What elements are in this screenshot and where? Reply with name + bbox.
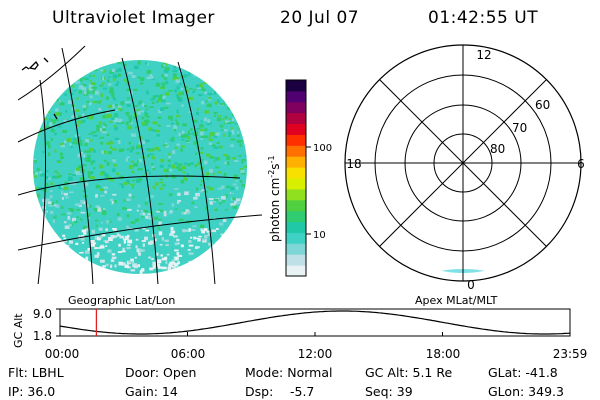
colorbar-segment [286, 123, 306, 135]
meridian-line [61, 47, 94, 284]
mlt-label-18: 18 [346, 157, 361, 171]
gain-info: Gain: 14 [125, 384, 178, 399]
parallel-line [18, 175, 241, 196]
colorbar-segment [286, 156, 306, 168]
colorbar-segment [286, 199, 306, 212]
mlt-label-6: 6 [577, 157, 585, 171]
x-tick-label-1800: 18:00 [426, 347, 461, 361]
x-tick-label-2359: 23:59 [553, 347, 588, 361]
x-tick-label-0600: 06:00 [171, 347, 206, 361]
colorbar-segment [286, 145, 306, 157]
gc-alt-info: GC Alt: 5.1 Re [365, 365, 453, 380]
geo-lat-info: GLat: -41.8 [488, 365, 558, 380]
colorbar-segment [286, 178, 306, 190]
filter-info: Flt: LBHL [8, 365, 64, 380]
geographic-panel-label: Geographic Lat/Lon [68, 294, 175, 307]
app-title: Ultraviolet Imager [52, 8, 215, 28]
colorbar-segment [286, 210, 306, 223]
meridian-line [177, 61, 216, 284]
meridian-line [121, 57, 159, 284]
colorbar-segment [286, 221, 306, 233]
colorbar-segment [286, 232, 306, 244]
colorbar-frame [285, 79, 307, 277]
mlat-label-80: 80 [490, 142, 505, 156]
y-tick-label-top: 9.0 [33, 307, 52, 321]
date-label: 20 Jul 07 [280, 8, 360, 28]
altitude-curve [59, 310, 571, 335]
x-tick-label-1200: 12:00 [298, 347, 333, 361]
parallel-line [18, 214, 263, 251]
colorbar-segment [286, 243, 306, 255]
colorbar-segment [286, 80, 306, 92]
colorbar-unit-label: photon cm-2s-1 [267, 155, 282, 242]
dsp-info: Dsp: [245, 384, 274, 399]
colorbar-segment [286, 167, 306, 179]
geographic-grid [18, 45, 263, 284]
mlat-label-70: 70 [512, 121, 527, 135]
altitude-plot-frame [59, 308, 571, 337]
geo-lon-info: GLon: 349.3 [488, 384, 564, 399]
mode-info: Mode: Normal [245, 365, 333, 380]
colorbar-segment [286, 134, 306, 146]
parallel-line [18, 45, 86, 101]
parallel-line [18, 109, 116, 143]
colorbar-tick-10: 10 [313, 230, 326, 241]
dsp-value: -5.7 [290, 384, 315, 399]
colorbar-segment [286, 112, 306, 125]
polar-plot: 12 18 6 0 80 70 60 [344, 44, 585, 292]
apex-panel-label: Apex MLat/MLT [415, 294, 498, 307]
colorbar-segment [286, 265, 306, 277]
polar-diagonal [379, 79, 547, 247]
mlt-label-0: 0 [467, 278, 475, 292]
altitude-ylabel: GC Alt [12, 313, 25, 348]
meridian-line [37, 79, 47, 284]
door-info: Door: Open [125, 365, 197, 380]
ip-info: IP: 36.0 [8, 384, 56, 399]
y-tick-label-bottom: 1.8 [33, 329, 52, 343]
time-label: 01:42:55 UT [428, 8, 539, 28]
colorbar-segment [286, 90, 306, 103]
x-tick-label-0000: 00:00 [45, 347, 80, 361]
coastline-marks [21, 57, 58, 120]
mlt-label-12: 12 [476, 48, 491, 62]
mlat-label-60: 60 [535, 98, 550, 112]
sequence-info: Seq: 39 [365, 384, 413, 399]
colorbar-segment [286, 188, 306, 201]
altitude-plot: 9.0 1.8 GC Alt 00:00 06:00 12:00 18:00 2… [12, 307, 587, 361]
colorbar-tick-100: 100 [313, 143, 332, 154]
disc-base [33, 60, 247, 274]
earth-disc-image [33, 60, 247, 274]
colorbar-segment [286, 101, 306, 114]
colorbar-segment [286, 254, 306, 266]
color-scale-bar [286, 80, 306, 277]
